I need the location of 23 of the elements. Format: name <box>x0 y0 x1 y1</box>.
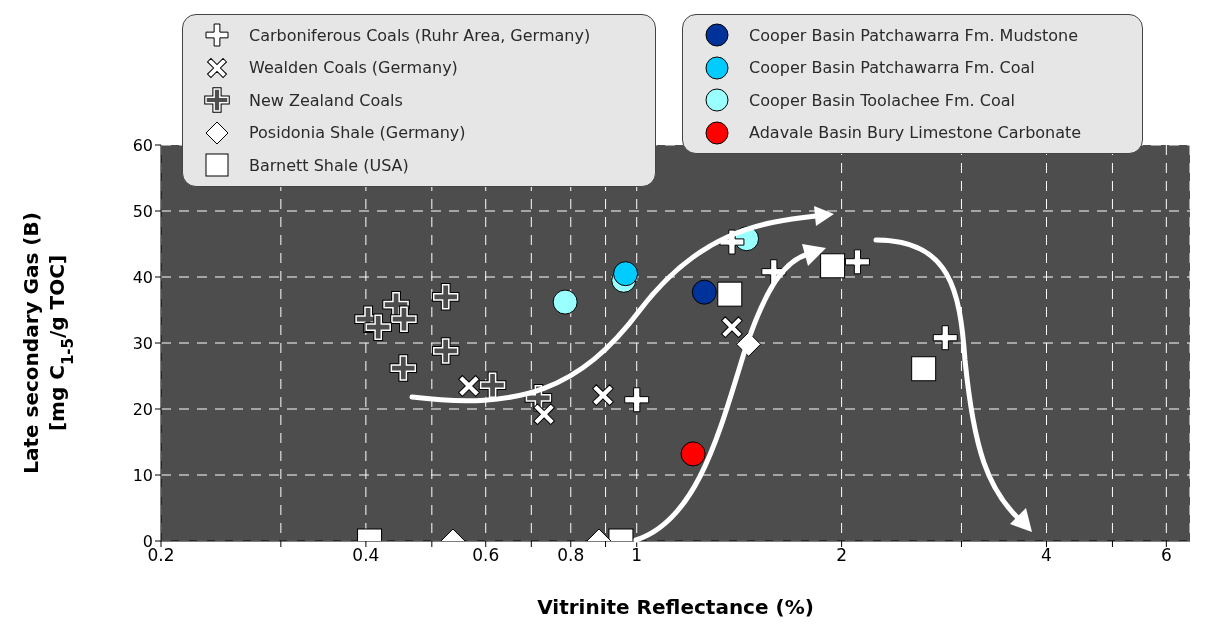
legend-label: Cooper Basin Patchawarra Fm. Coal <box>749 58 1035 78</box>
legend-label: Carboniferous Coals (Ruhr Area, Germany) <box>249 25 591 45</box>
legend-label: Wealden Coals (Germany) <box>249 58 458 78</box>
y-tick-label: 60 <box>132 135 153 155</box>
y-tick-label: 30 <box>132 333 153 353</box>
x-axis-title: Vitrinite Reflectance (%) <box>537 595 814 619</box>
x-tick-label: 1 <box>631 545 643 566</box>
legend-label: Adavale Basin Bury Limestone Carbonate <box>749 123 1082 143</box>
x-tick-label: 4 <box>1041 545 1052 566</box>
y-tick-label: 40 <box>132 267 153 287</box>
x-tick-label: 6 <box>1160 545 1172 566</box>
legend-label: Barnett Shale (USA) <box>249 155 409 175</box>
legend-label: Cooper Basin Patchawarra Fm. Mudstone <box>749 25 1079 45</box>
x-tick-label: 0.4 <box>352 545 380 566</box>
legend-label: Cooper Basin Toolachee Fm. Coal <box>749 90 1015 110</box>
x-tick-label: 2 <box>836 545 848 566</box>
y-tick-label: 20 <box>132 399 153 419</box>
y-tick-label: 10 <box>132 465 153 485</box>
x-tick-label: 0.6 <box>472 545 500 566</box>
legend-label: New Zealand Coals <box>249 90 403 110</box>
legend-label: Posidonia Shale (Germany) <box>249 123 466 143</box>
y-tick-label: 50 <box>132 201 153 221</box>
x-tick-label: 0.8 <box>557 545 585 566</box>
